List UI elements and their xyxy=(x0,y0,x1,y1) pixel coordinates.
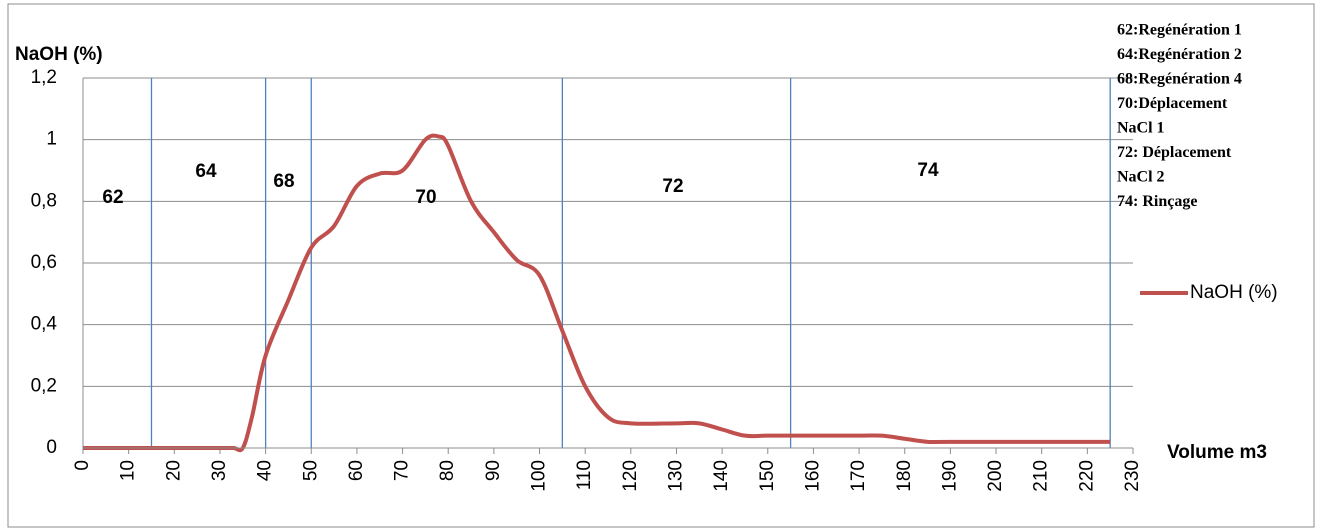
region-label: 70 xyxy=(415,187,436,208)
y-tick-label: 1 xyxy=(46,129,57,150)
x-axis-label: Volume m3 xyxy=(1167,442,1267,463)
x-tick-label: 200 xyxy=(985,460,1006,492)
note-line: 64:Regénération 2 xyxy=(1117,46,1242,63)
data-line xyxy=(83,133,1111,453)
region-label: 62 xyxy=(102,187,123,208)
x-tick-label: 230 xyxy=(1122,460,1143,492)
region-label: 64 xyxy=(195,161,217,182)
y-tick-label: 1,2 xyxy=(31,67,57,88)
legend-label: NaOH (%) xyxy=(1190,282,1278,303)
x-tick-label: 140 xyxy=(711,460,732,492)
x-tick-label: 160 xyxy=(802,460,823,492)
x-tick-label: 30 xyxy=(209,460,230,481)
region-label: 72 xyxy=(662,176,683,197)
region-label: 74 xyxy=(917,160,939,181)
x-tick-label: 220 xyxy=(1076,460,1097,492)
x-tick-label: 210 xyxy=(1031,460,1052,492)
x-tick-label: 40 xyxy=(255,460,276,481)
note-line: 68:Regénération 4 xyxy=(1117,71,1242,88)
note-line: 62:Regénération 1 xyxy=(1117,22,1242,39)
x-tick-label: 10 xyxy=(118,460,139,481)
x-tick-label: 50 xyxy=(300,460,321,481)
note-line: 72: Déplacement xyxy=(1117,144,1232,161)
y-tick-label: 0 xyxy=(46,437,57,458)
x-tick-label: 190 xyxy=(939,460,960,492)
x-tick-label: 130 xyxy=(665,460,686,492)
y-axis-label: NaOH (%) xyxy=(15,44,103,65)
y-tick-label: 0,6 xyxy=(31,252,57,273)
note-line: 70:Déplacement xyxy=(1117,95,1228,112)
x-tick-label: 150 xyxy=(757,460,778,492)
x-tick-label: 70 xyxy=(392,460,413,481)
y-tick-label: 0,4 xyxy=(31,314,58,335)
chart-border xyxy=(7,3,1315,528)
note-line: NaCl 1 xyxy=(1117,120,1165,137)
x-tick-label: 90 xyxy=(483,460,504,481)
x-tick-label: 20 xyxy=(163,460,184,481)
y-tick-label: 0,8 xyxy=(31,190,57,211)
x-tick-label: 80 xyxy=(437,460,458,481)
note-line: NaCl 2 xyxy=(1117,169,1165,186)
x-tick-label: 100 xyxy=(529,460,550,492)
x-tick-label: 170 xyxy=(848,460,869,492)
x-tick-label: 180 xyxy=(894,460,915,492)
region-label: 68 xyxy=(273,171,294,192)
note-line: 74: Rinçage xyxy=(1117,193,1197,210)
y-tick-label: 0,2 xyxy=(31,375,57,396)
x-tick-label: 110 xyxy=(574,460,595,490)
x-tick-label: 60 xyxy=(346,460,367,481)
x-tick-label: 120 xyxy=(620,460,641,492)
x-tick-label: 0 xyxy=(72,460,93,471)
